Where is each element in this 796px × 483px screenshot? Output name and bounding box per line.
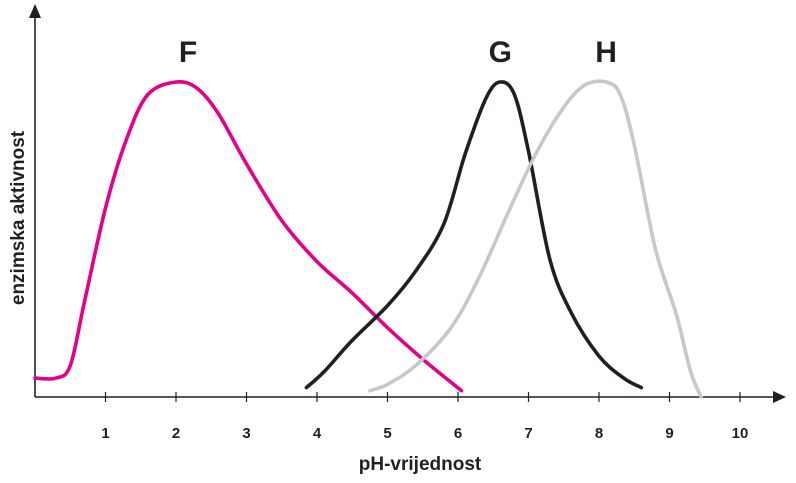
x-tick-label: 1	[101, 425, 109, 442]
x-tick-label: 2	[172, 425, 180, 442]
x-ticks	[104, 392, 741, 402]
y-axis-label: enzimska aktivnost	[8, 130, 29, 305]
x-tick-labels: 1 2 3 4 5 6 7 8 9 10	[101, 425, 748, 442]
x-tick-label: 3	[242, 425, 250, 442]
curve-label-h: H	[595, 36, 617, 69]
x-tick-label: 10	[732, 425, 749, 442]
curve-label-g: G	[489, 36, 512, 69]
curve-labels: F G H	[179, 36, 617, 69]
x-tick-label: 8	[595, 425, 603, 442]
axes	[29, 4, 786, 403]
x-axis-arrow-icon	[773, 391, 786, 403]
x-tick-label: 4	[313, 425, 322, 442]
curve-f	[33, 79, 464, 393]
y-axis-arrow-icon	[29, 4, 41, 18]
x-axis-label: pH-vrijednost	[359, 454, 482, 475]
curves	[33, 79, 703, 399]
x-tick-label: 5	[383, 425, 391, 442]
curve-g	[304, 80, 644, 390]
x-tick-label: 9	[665, 425, 673, 442]
curve-label-f: F	[179, 36, 197, 69]
curve-h	[368, 79, 703, 399]
x-tick-label: 7	[524, 425, 532, 442]
x-tick-label: 6	[454, 425, 462, 442]
